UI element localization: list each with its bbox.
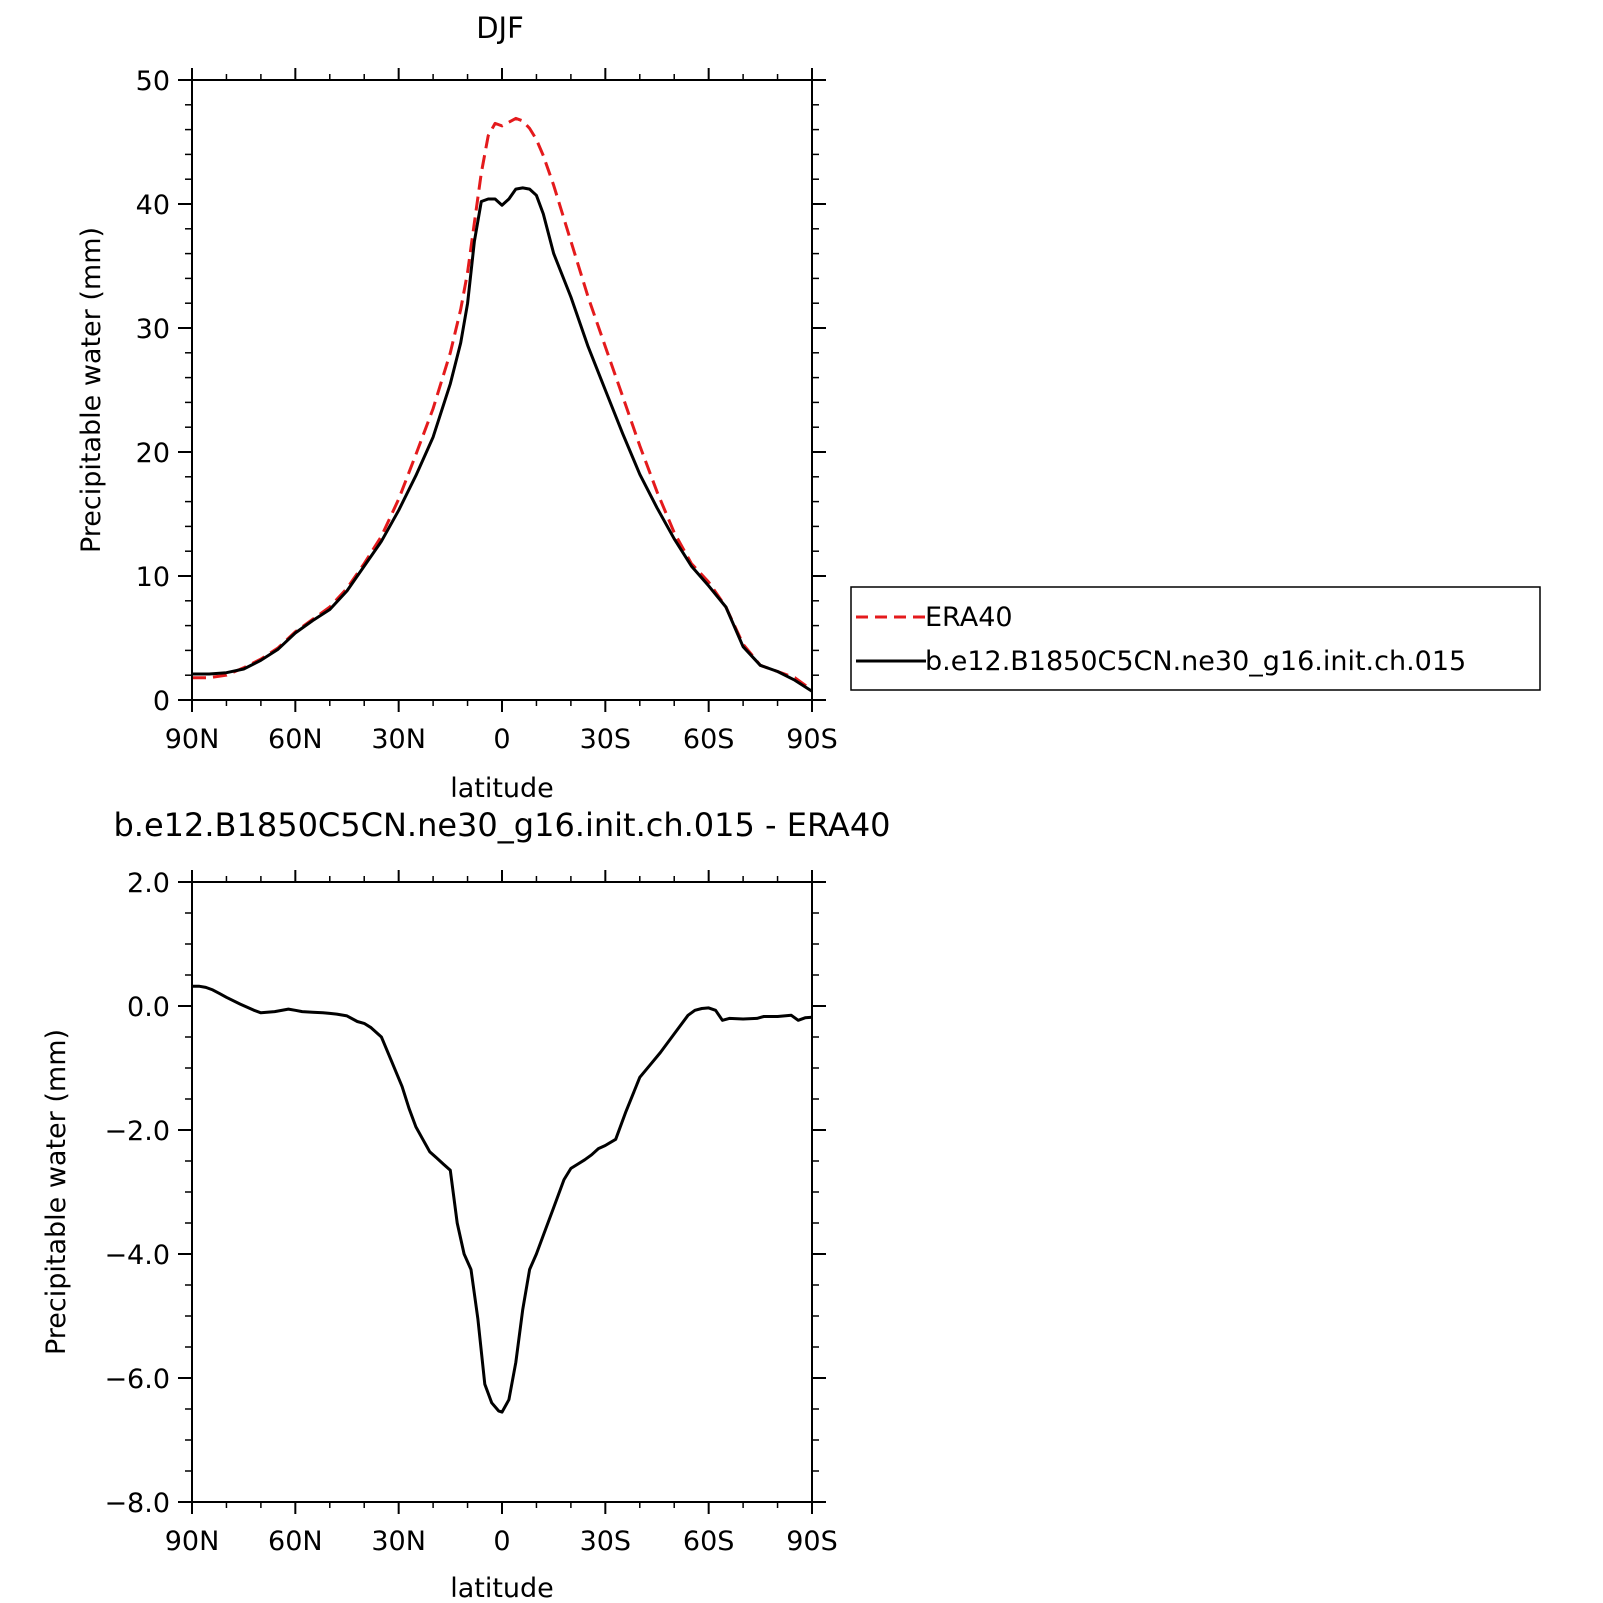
x-tick-label: 60N (268, 724, 323, 755)
x-tick-label: 30N (371, 724, 426, 755)
x-tick-label: 90S (786, 1526, 838, 1557)
y-tick-label: −4.0 (104, 1240, 170, 1271)
x-tick-label: 90S (786, 724, 838, 755)
bottom-panel-title: b.e12.B1850C5CN.ne30_g16.init.ch.015 - E… (113, 806, 890, 844)
top-panel-title: DJF (476, 11, 524, 45)
x-tick-label: 60S (683, 724, 735, 755)
bottom-panel-ticks (178, 870, 826, 1514)
legend: ERA40 b.e12.B1850C5CN.ne30_g16.init.ch.0… (850, 586, 1541, 691)
top-panel-series-group (192, 116, 813, 693)
y-tick-label: 30 (136, 314, 170, 345)
bottom-panel-y-axis-label: Precipitable water (mm) (41, 1029, 72, 1355)
x-tick-label: 30N (371, 1526, 426, 1557)
y-tick-label: 2.0 (127, 868, 170, 899)
bottom-panel: b.e12.B1850C5CN.ne30_g16.init.ch.015 - E… (41, 806, 891, 1603)
x-tick-label: 30S (580, 724, 632, 755)
x-tick-label: 90N (165, 1526, 220, 1557)
legend-box (850, 586, 1541, 691)
top-panel-x-axis-label: latitude (450, 773, 554, 804)
x-tick-label: 60S (683, 1526, 735, 1557)
top-panel-y-tick-labels: 0 10 20 30 40 50 (136, 66, 170, 717)
x-tick-label: 0 (493, 1526, 510, 1557)
y-tick-label: 0 (153, 686, 170, 717)
x-tick-label: 60N (268, 1526, 323, 1557)
y-tick-label: 50 (136, 66, 170, 97)
y-tick-label: 20 (136, 438, 170, 469)
bottom-panel-x-axis-label: latitude (450, 1573, 554, 1603)
x-tick-label: 0 (493, 724, 510, 755)
bottom-panel-series-group (192, 984, 813, 1414)
top-panel-y-axis-label: Precipitable water (mm) (76, 227, 107, 553)
y-tick-label: 10 (136, 562, 170, 593)
top-panel-x-tick-labels: 90N 60N 30N 0 30S 60S 90S (165, 724, 838, 755)
top-panel-ticks (178, 68, 826, 712)
series-line-difference (192, 984, 813, 1414)
top-panel: DJF 90N 60N 30N 0 30S 60S 90S 0 10 20 30 40 50 lati… (76, 11, 838, 804)
bottom-panel-y-tick-labels: 2.0 0.0 −2.0 −4.0 −6.0 −8.0 (104, 868, 170, 1519)
series-line-b-e12-b1850c5cn-ne30-g16-init-ch-015 (192, 186, 813, 693)
x-tick-label: 30S (580, 1526, 632, 1557)
y-tick-label: −8.0 (104, 1488, 170, 1519)
series-line-era40 (192, 116, 813, 692)
legend-entry-era40: ERA40 (925, 602, 1013, 633)
y-tick-label: −2.0 (104, 1116, 170, 1147)
y-tick-label: 40 (136, 190, 170, 221)
x-tick-label: 90N (165, 724, 220, 755)
top-panel-frame (191, 79, 813, 701)
legend-entry-model: b.e12.B1850C5CN.ne30_g16.init.ch.015 (925, 646, 1466, 677)
y-tick-label: −6.0 (104, 1364, 170, 1395)
y-tick-label: 0.0 (127, 992, 170, 1023)
bottom-panel-frame (191, 881, 813, 1503)
bottom-panel-x-tick-labels: 90N 60N 30N 0 30S 60S 90S (165, 1526, 838, 1557)
